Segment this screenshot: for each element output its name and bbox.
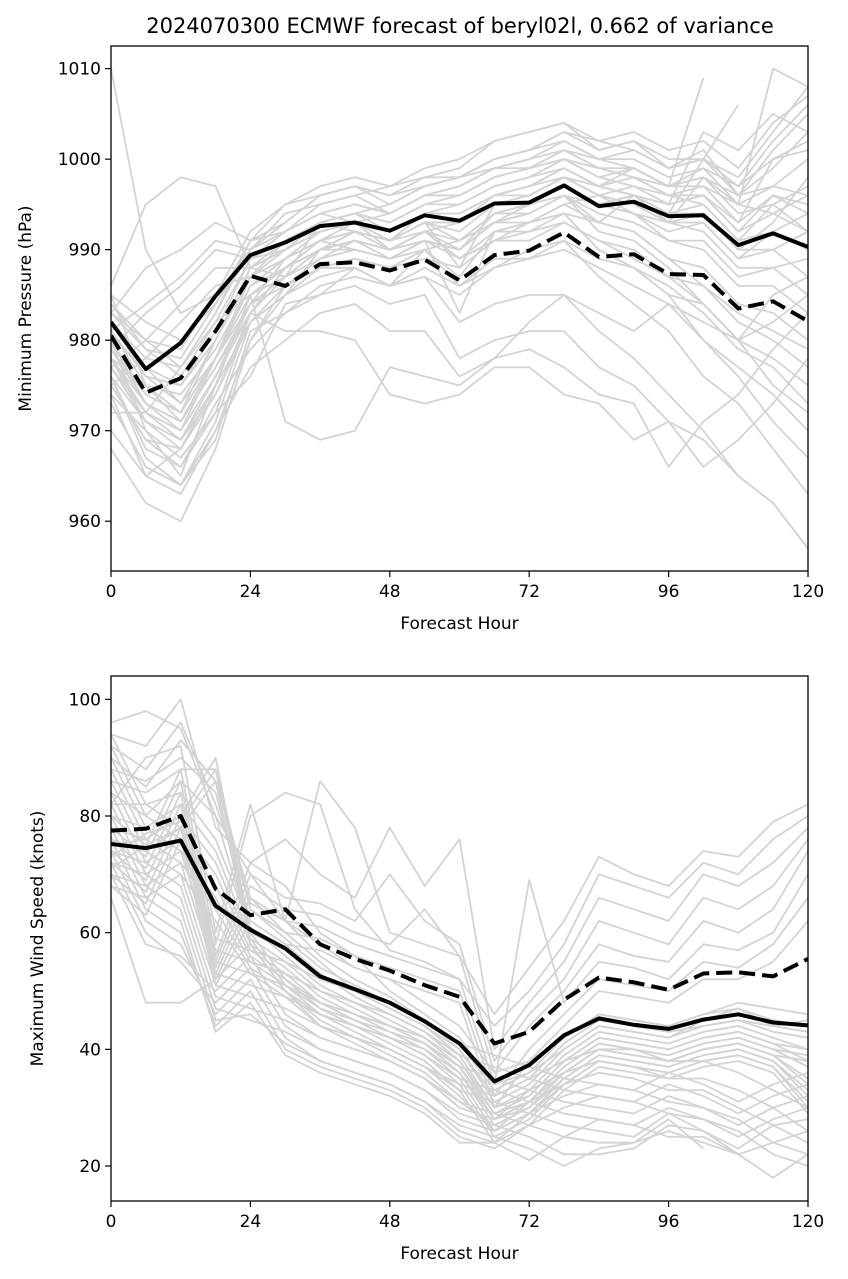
pressure-solid-line [111,183,808,372]
pressure-x-ticks: 0 24 48 72 96 120 [106,571,824,602]
wind-x-tick-label: 120 [792,1212,824,1232]
pressure-ensemble-member-line [111,221,808,486]
pressure-x-tick-label: 48 [379,582,401,602]
pressure-y-tick-label: 1000 [58,150,101,170]
pressure-y-tick-label: 970 [69,422,101,442]
pressure-y-ticks: 960 970 980 990 1000 1010 [58,60,111,532]
pressure-ensemble-member-line [111,176,808,387]
pressure-x-tick-label: 96 [658,582,680,602]
wind-ensemble-member-line [111,897,808,1109]
wind-dashed-line [111,814,808,1046]
wind-ensemble-member-line [111,862,808,1144]
pressure-ensemble-member-line [111,312,808,549]
wind-ensemble-member-line [111,780,808,1121]
wind-ensemble-member-line [111,768,808,1138]
wind-ensemble-member-line [111,850,808,1156]
wind-ensemble-member-line [111,873,808,1132]
pressure-x-tick-label: 120 [792,582,824,602]
pressure-ensemble-member-line [111,131,808,342]
wind-ensemble-member-line [111,838,808,1167]
wind-x-axis-label: Forecast Hour [400,1244,518,1264]
wind-y-tick-label: 80 [79,807,101,827]
wind-ensemble-member-line [111,827,808,1179]
wind-ensemble-member-line [111,733,808,1103]
wind-x-tick-label: 96 [658,1212,680,1232]
wind-axes-frame [110,675,809,1202]
pressure-panel: 0 24 48 72 96 120 960 970 980 990 1000 1010 Foreca… [16,45,824,634]
pressure-ensemble-member-line [111,221,808,396]
wind-ensemble-member-line [111,745,808,1115]
wind-plot-area [111,698,808,1179]
pressure-plot-area [111,67,808,549]
chart-title: 2024070300 ECMWF forecast of beryl02l, 0… [146,14,774,38]
pressure-ensemble-member-line [111,285,808,468]
wind-x-tick-label: 0 [106,1212,117,1232]
pressure-y-axis-label: Minimum Pressure (hPa) [16,205,36,411]
pressure-y-tick-label: 980 [69,331,101,351]
wind-ensemble-member-line [111,780,808,1051]
pressure-x-tick-label: 72 [518,582,540,602]
wind-ensemble-member-line [111,792,704,1150]
pressure-ensemble-member-line [111,158,808,387]
pressure-ensemble-member-line [111,122,808,314]
pressure-x-tick-label: 0 [106,582,117,602]
wind-ensemble-member-line [111,780,739,1156]
wind-y-tick-label: 60 [79,924,101,944]
pressure-ensemble-member-line [111,194,808,423]
wind-ensemble-member-line [111,803,808,1156]
wind-y-axis-label: Maximum Wind Speed (knots) [28,811,48,1067]
wind-ensemble-member-line [111,780,808,1103]
wind-ensemble-member-line [111,756,808,1109]
wind-ensemble-member-line [111,791,808,1062]
pressure-ensemble-member-line [111,194,808,378]
wind-ensemble-member-line [111,826,808,1097]
pressure-dashed-line [111,230,808,395]
wind-panel: 0 24 48 72 96 120 20 40 60 80 100 Forecast Hour M… [28,675,824,1264]
wind-y-tick-label: 40 [79,1040,101,1060]
pressure-x-axis-label: Forecast Hour [400,614,518,634]
pressure-y-tick-label: 990 [69,241,101,261]
pressure-ensemble-member-line [111,140,808,332]
pressure-ensemble-member-line [111,167,808,369]
pressure-y-tick-label: 1010 [58,60,101,80]
wind-x-tick-label: 48 [379,1212,401,1232]
wind-ensemble-member-line [111,768,808,1115]
pressure-ensemble-member-line [111,140,808,477]
pressure-ensemble-member-line [111,266,808,549]
pressure-ensemble-member-line [111,158,808,350]
wind-ensemble-member-line [111,850,808,1132]
pressure-axes-frame [110,45,809,572]
wind-solid-line [111,838,808,1084]
wind-x-tick-label: 72 [518,1212,540,1232]
wind-x-tick-label: 24 [240,1212,262,1232]
wind-ensemble-member-line [111,838,808,1109]
pressure-y-tick-label: 960 [69,512,101,532]
pressure-ensemble-member-line [111,248,808,432]
pressure-ensemble-member-line [111,95,808,287]
wind-ensemble-member-line [111,815,808,1086]
pressure-ensemble-member-line [111,86,808,369]
wind-y-tick-label: 100 [69,690,101,710]
wind-x-ticks: 0 24 48 72 96 120 [106,1201,824,1232]
wind-ensemble-member-line [111,803,808,1074]
pressure-x-tick-label: 24 [240,582,262,602]
pressure-ensemble-member-line [111,239,808,486]
wind-y-ticks: 20 40 60 80 100 [69,690,111,1177]
pressure-ensemble-member-line [111,67,808,459]
pressure-ensemble-member-line [111,113,808,523]
pressure-ensemble-member-line [111,303,808,486]
wind-y-tick-label: 20 [79,1157,101,1177]
